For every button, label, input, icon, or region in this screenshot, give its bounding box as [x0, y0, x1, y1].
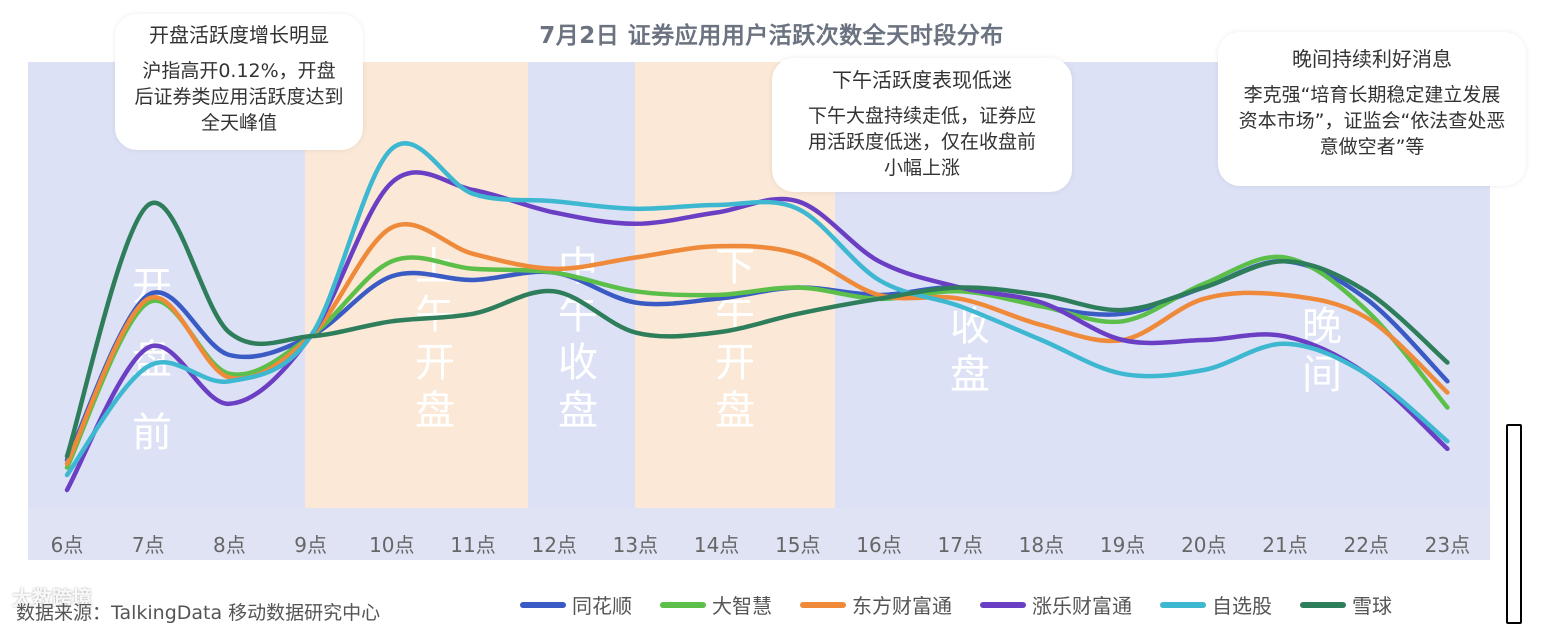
callout-afternoon: 下午活跃度表现低迷 下午大盘持续走低，证券应用活跃度低迷，仅在收盘前小幅上涨	[772, 58, 1072, 192]
legend-label: 涨乐财富通	[1032, 594, 1132, 618]
x-ticks: 6点 7点 8点 9点 10点 11点 12点 13点 14点 15点 16点 17点 18点 19点 20…	[51, 533, 1470, 557]
band-label-1-0: 上	[415, 244, 455, 290]
x-tick-label: 11点	[450, 533, 495, 557]
callout-morning-head: 开盘活跃度增长明显	[149, 23, 329, 47]
callout-afternoon-body: 下午大盘持续走低，证券应用活跃度低迷，仅在收盘前小幅上涨	[807, 105, 1036, 179]
series-line-雪球	[64, 200, 1450, 459]
legend: 同花顺 大智慧 东方财富通 涨乐财富通 自选股 雪球	[520, 590, 1420, 619]
callout-afternoon-head: 下午活跃度表现低迷	[832, 68, 1012, 92]
legend-item[interactable]: 自选股	[1160, 590, 1272, 619]
legend-swatch	[800, 601, 846, 608]
band-label-1-3: 盘	[415, 388, 455, 434]
x-tick-label: 19点	[1100, 533, 1145, 557]
band-label-3-2: 开	[715, 340, 755, 386]
band-label-2-2: 收	[558, 340, 598, 386]
band-label-3-3: 盘	[715, 388, 755, 434]
x-tick-label: 15点	[775, 533, 820, 557]
legend-item[interactable]: 大智慧	[660, 590, 772, 619]
legend-item[interactable]: 涨乐财富通	[980, 590, 1132, 619]
legend-item[interactable]: 东方财富通	[800, 590, 952, 619]
callout-evening-body: 李克强“培育长期稳定建立发展资本市场”，证监会“依法查处恶意做空者”等	[1238, 84, 1506, 158]
selection-bracket	[1506, 424, 1522, 624]
band-2	[528, 62, 635, 508]
legend-label: 自选股	[1212, 594, 1272, 618]
watermark-logo: 大数跨境	[12, 586, 92, 610]
legend-label: 同花顺	[572, 594, 632, 618]
data-source: 数据来源：TalkingData 移动数据研究中心	[16, 602, 381, 624]
legend-swatch	[660, 601, 706, 608]
x-tick-label: 12点	[531, 533, 576, 557]
x-tick-label: 16点	[856, 533, 901, 557]
series-line-大智慧	[64, 254, 1450, 470]
x-tick-label: 17点	[937, 533, 982, 557]
x-tick-label: 23点	[1425, 533, 1470, 557]
x-tick-label: 21点	[1262, 533, 1307, 557]
legend-label: 雪球	[1352, 594, 1392, 618]
band-label-3-0: 下	[715, 244, 755, 290]
x-tick-label: 9点	[294, 533, 327, 557]
legend-label: 东方财富通	[852, 594, 952, 618]
series-line-自选股	[64, 141, 1450, 478]
band-label-1-2: 开	[415, 340, 455, 386]
callout-evening-head: 晚间持续利好消息	[1292, 47, 1452, 71]
band-label-0-2: 前	[132, 410, 172, 456]
callout-morning-body: 沪指高开0.12%，开盘后证券类应用活跃度达到全天峰值	[134, 60, 344, 134]
x-tick-label: 13点	[613, 533, 658, 557]
legend-item[interactable]: 雪球	[1300, 590, 1392, 619]
callout-morning: 开盘活跃度增长明显 沪指高开0.12%，开盘后证券类应用活跃度达到全天峰值	[115, 14, 363, 150]
x-tick-label: 6点	[51, 533, 84, 557]
legend-swatch	[520, 601, 566, 608]
x-tick-label: 22点	[1343, 533, 1388, 557]
band-label-2-3: 盘	[558, 388, 598, 434]
band-label-5-1: 间	[1302, 352, 1342, 398]
legend-swatch	[980, 601, 1026, 608]
legend-swatch	[1160, 601, 1206, 608]
x-tick-label: 14点	[694, 533, 739, 557]
legend-item[interactable]: 同花顺	[520, 590, 632, 619]
x-axis-strip	[28, 508, 1490, 560]
x-tick-label: 8点	[213, 533, 246, 557]
legend-swatch	[1300, 601, 1346, 608]
series-lines	[64, 141, 1450, 493]
x-tick-label: 18点	[1019, 533, 1064, 557]
legend-label: 大智慧	[712, 594, 772, 618]
band-label-4-1: 盘	[950, 352, 990, 398]
series-line-涨乐财富通	[64, 170, 1450, 493]
chart-title: 7月2日 证券应用用户活跃次数全天时段分布	[539, 23, 1004, 49]
x-tick-label: 20点	[1181, 533, 1226, 557]
x-tick-label: 7点	[132, 533, 165, 557]
callout-evening: 晚间持续利好消息 李克强“培育长期稳定建立发展资本市场”，证监会“依法查处恶意做…	[1218, 32, 1526, 186]
x-tick-label: 10点	[369, 533, 414, 557]
